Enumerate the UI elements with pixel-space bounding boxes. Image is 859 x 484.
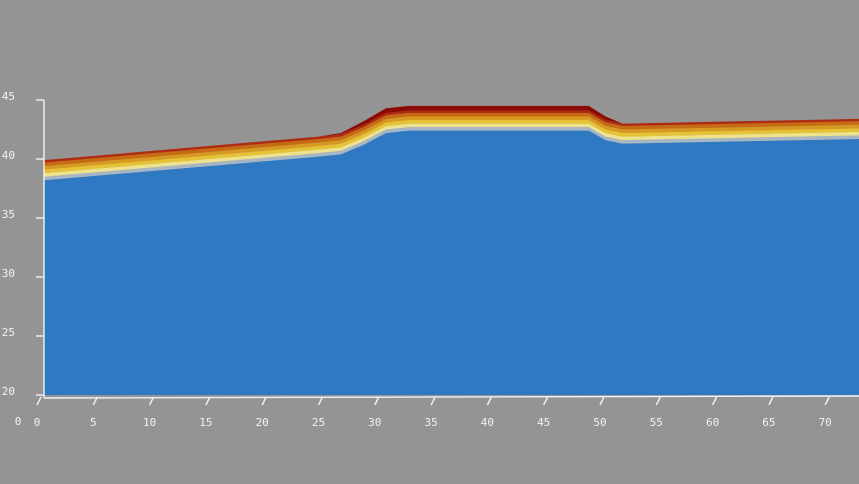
x-tick-label: 55: [650, 416, 663, 429]
x-tick-label: 15: [199, 416, 212, 429]
x-tick: [374, 396, 380, 406]
x-tick: [36, 396, 42, 406]
x-tick: [768, 396, 774, 406]
x-tick: [543, 396, 549, 406]
x-tick-label: 25: [312, 416, 325, 429]
layer: [44, 127, 859, 181]
y-tick-label: 25: [2, 326, 15, 339]
x-tick-label: 30: [368, 416, 381, 429]
x-tick-label: 45: [537, 416, 550, 429]
x-tick-label: 20: [256, 416, 269, 429]
x-tick: [430, 396, 436, 406]
layer: [44, 120, 859, 174]
x-tick-label: 70: [819, 416, 832, 429]
base-layer: [44, 130, 859, 395]
x-tick: [148, 396, 155, 406]
x-tick-label: 50: [593, 416, 606, 429]
x-tick: [599, 396, 605, 406]
layer: [44, 123, 859, 177]
x-tick: [205, 396, 211, 406]
y-tick-label: 20: [2, 385, 15, 398]
x-tick: [824, 396, 830, 406]
layer: [44, 112, 859, 167]
y-tick-label: 45: [2, 90, 15, 103]
layer: [44, 110, 859, 163]
x-tick: [711, 396, 718, 406]
x-axis: [43, 395, 859, 399]
x-tick-label: 10: [143, 416, 156, 429]
x-tick-label: 0: [34, 416, 41, 429]
y-tick-label: 35: [2, 208, 15, 221]
x-tick: [261, 396, 267, 406]
x-tick: [92, 396, 98, 406]
x-tick-label: 40: [481, 416, 494, 429]
x-tick-label: 35: [424, 416, 437, 429]
y-tick-label: 40: [2, 149, 15, 162]
x-tick-label: 60: [706, 416, 719, 429]
x-tick-label: 65: [762, 416, 775, 429]
x-tick: [317, 396, 324, 406]
y-tick-label: 30: [2, 267, 15, 280]
x-tick: [486, 396, 493, 406]
x-tick-label: 5: [90, 416, 97, 429]
layer: [44, 116, 859, 170]
x-tick: [655, 396, 661, 406]
z-axis-label: 0: [15, 415, 22, 428]
